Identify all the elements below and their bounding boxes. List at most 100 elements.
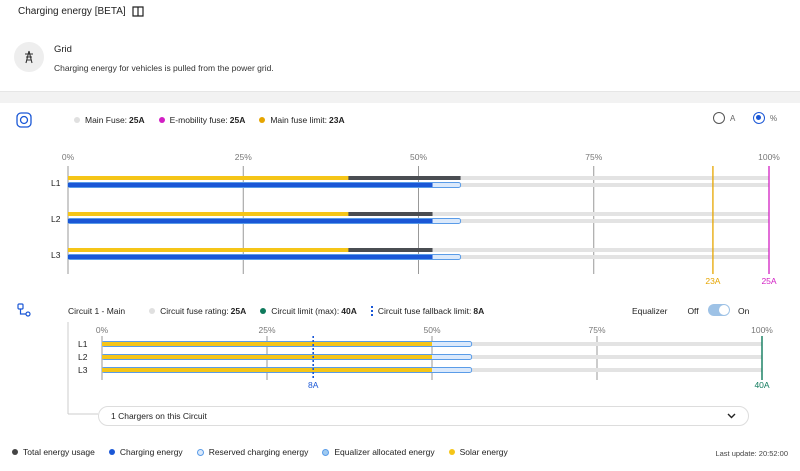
main-legend-value: 23A bbox=[329, 115, 345, 125]
energy-legend-label: Charging energy bbox=[119, 447, 183, 457]
phase-label: L3 bbox=[78, 365, 88, 375]
tick-label: 50% bbox=[423, 325, 440, 335]
main-legend-value: 25A bbox=[229, 115, 246, 125]
energy-legend-marker bbox=[196, 448, 204, 456]
solar-bar bbox=[102, 342, 432, 346]
energy-legend-item: Total energy usage bbox=[12, 447, 95, 457]
solar-bar bbox=[102, 355, 432, 359]
section-title: Charging energy [BETA] bbox=[18, 6, 126, 17]
solar-bar bbox=[68, 176, 349, 180]
emobility-label: 25A bbox=[761, 276, 776, 286]
radio-a-label: A bbox=[730, 113, 736, 123]
charging-bar bbox=[68, 183, 433, 187]
source-description: Charging energy for vehicles is pulled f… bbox=[54, 63, 274, 73]
energy-legend: Total energy usage Charging energy Reserve… bbox=[12, 447, 522, 457]
circuit-icon bbox=[17, 303, 31, 319]
last-update: Last update: 20:52:00 bbox=[715, 449, 788, 458]
tick-label: 100% bbox=[758, 152, 780, 162]
equalizer-label: Equalizer bbox=[632, 306, 668, 316]
charging-bar bbox=[68, 219, 433, 223]
main-legend-label: Main Fuse: bbox=[85, 115, 128, 125]
solar-bar bbox=[68, 248, 349, 252]
tick-label: 25% bbox=[258, 325, 275, 335]
circuit-legend: Circuit fuse rating: 25A Circuit limit (ma… bbox=[149, 306, 498, 316]
energy-legend-marker bbox=[12, 449, 18, 455]
tick-label: 0% bbox=[96, 325, 109, 335]
energy-legend-item: Equalizer allocated energy bbox=[322, 447, 435, 457]
radio-percent-label: % bbox=[770, 113, 778, 123]
circuit-legend-dot bbox=[370, 306, 373, 316]
main-legend-label: Main fuse limit: bbox=[270, 115, 328, 125]
chargers-dropdown[interactable]: 1 Chargers on this Circuit bbox=[98, 406, 749, 426]
solar-bar bbox=[102, 368, 432, 372]
circuit-limit-label: 40A bbox=[754, 380, 769, 390]
circuit-header: Circuit 1 - Main Circuit fuse rating: 25A… bbox=[68, 306, 498, 316]
power-tower-icon bbox=[14, 42, 44, 72]
main-phase-chart: 0% 25% 50% 75% 100% L1 L2 L3 23A 25A bbox=[51, 152, 780, 286]
phase-label: L1 bbox=[51, 178, 61, 188]
energy-legend-item: Charging energy bbox=[108, 447, 183, 457]
energy-legend-label: Reserved charging energy bbox=[208, 447, 309, 457]
energy-legend-item: Reserved charging energy bbox=[196, 447, 309, 457]
phase-label: L1 bbox=[78, 339, 88, 349]
tick-label: 75% bbox=[585, 152, 602, 162]
circuit-legend-item: Circuit limit (max): 40A bbox=[260, 306, 357, 316]
energy-legend-label: Solar energy bbox=[459, 447, 508, 457]
charging-bar bbox=[68, 255, 433, 259]
phase-label: L3 bbox=[51, 250, 61, 260]
tick-label: 25% bbox=[235, 152, 252, 162]
radio-percent[interactable] bbox=[753, 112, 765, 124]
section-header: Charging energy [BETA] bbox=[18, 6, 144, 17]
main-legend-item: Main Fuse: 25A bbox=[74, 115, 145, 125]
energy-legend-marker bbox=[108, 449, 115, 455]
unit-radio-a[interactable]: A bbox=[713, 112, 735, 124]
equalizer-off-label: Off bbox=[687, 306, 699, 316]
equalizer-on-label: On bbox=[738, 306, 750, 316]
main-legend: Main Fuse: 25A E-mobility fuse: 25A Main fus… bbox=[74, 115, 359, 125]
equalizer-control: Equalizer Off bbox=[632, 306, 699, 316]
energy-legend-marker bbox=[448, 449, 455, 455]
phase-label: L2 bbox=[78, 352, 88, 362]
energy-legend-label: Equalizer allocated energy bbox=[334, 447, 435, 457]
equalizer-on: On bbox=[738, 306, 749, 316]
circuit-phase-chart: 0% 25% 50% 75% 100% L1 L2 L3 8A 40A bbox=[67, 322, 773, 415]
phase-label: L2 bbox=[51, 214, 61, 224]
main-legend-dot bbox=[259, 117, 266, 123]
circuit-legend-dot bbox=[260, 308, 267, 314]
energy-legend-item: Solar energy bbox=[448, 447, 508, 457]
tick-label: 100% bbox=[751, 325, 773, 335]
circuit-legend-label: Circuit limit (max): bbox=[271, 306, 340, 316]
circuit-legend-item: Circuit fuse rating: 25A bbox=[149, 306, 246, 316]
unit-radio-percent[interactable]: % bbox=[753, 112, 777, 124]
main-legend-value: 25A bbox=[129, 115, 145, 125]
circuit-name: Circuit 1 - Main bbox=[68, 306, 126, 316]
fallback-label: 8A bbox=[308, 380, 319, 390]
chargers-text: 1 Chargers on this Circuit bbox=[111, 411, 207, 421]
main-legend-dot bbox=[158, 117, 165, 123]
main-legend-item: E-mobility fuse: 25A bbox=[158, 115, 246, 125]
fuse-icon bbox=[16, 112, 32, 130]
main-legend-item: Main fuse limit: 23A bbox=[259, 115, 345, 125]
energy-legend-marker bbox=[322, 448, 330, 456]
tick-label: 50% bbox=[410, 152, 427, 162]
main-legend-label: E-mobility fuse: bbox=[169, 115, 228, 125]
book-icon[interactable] bbox=[132, 6, 144, 17]
main-legend-dot bbox=[74, 117, 80, 123]
source-card: Charging energy [BETA] Grid Charging ene… bbox=[0, 0, 800, 92]
fuse-limit-label: 23A bbox=[705, 276, 720, 286]
circuit-legend-label: Circuit fuse rating: bbox=[160, 306, 229, 316]
radio-a[interactable] bbox=[713, 112, 725, 124]
circuit-legend-value: 8A bbox=[473, 306, 485, 316]
circuit-legend-value: 25A bbox=[230, 306, 247, 316]
circuit-legend-dot bbox=[149, 308, 156, 314]
equalizer-toggle[interactable] bbox=[708, 304, 730, 316]
tick-label: 0% bbox=[62, 152, 75, 162]
energy-legend-label: Total energy usage bbox=[23, 447, 95, 457]
chevron-down-icon[interactable] bbox=[727, 411, 736, 421]
tick-label: 75% bbox=[588, 325, 605, 335]
circuit-legend-value: 40A bbox=[341, 306, 357, 316]
circuit-legend-item: Circuit fuse fallback limit: 8A bbox=[370, 306, 485, 316]
circuit-legend-label: Circuit fuse fallback limit: bbox=[377, 306, 472, 316]
source-title: Grid bbox=[54, 44, 72, 55]
solar-bar bbox=[68, 212, 349, 216]
